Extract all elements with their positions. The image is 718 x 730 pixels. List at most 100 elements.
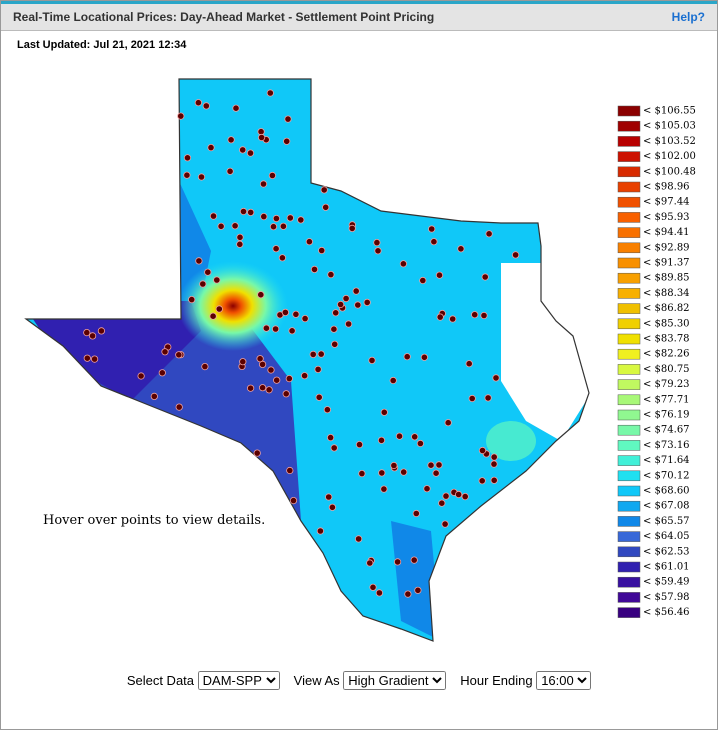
legend-swatch: [617, 257, 641, 269]
settlement-point: [416, 439, 424, 448]
settlement-point: [247, 384, 255, 392]
settlement-point: [195, 257, 203, 265]
settlement-point: [355, 440, 364, 449]
settlement-point: [478, 477, 486, 485]
settlement-point: [423, 485, 431, 493]
legend-label: < $98.96: [643, 182, 690, 193]
settlement-point: [432, 469, 440, 477]
legend-swatch: [617, 531, 641, 542]
settlement-point: [420, 353, 428, 361]
legend-swatch: [617, 288, 641, 299]
legend-label: < $77.71: [643, 394, 690, 405]
settlement-point: [271, 325, 280, 333]
legend-label: < $56.46: [643, 607, 690, 618]
settlement-point: [315, 393, 323, 401]
settlement-point: [395, 432, 404, 440]
legend-swatch: [617, 227, 641, 238]
settlement-point: [330, 325, 338, 333]
settlement-point: [344, 320, 353, 328]
settlement-point: [272, 214, 280, 223]
settlement-point: [281, 308, 289, 316]
settlement-point: [326, 433, 335, 442]
settlement-point: [91, 355, 99, 363]
legend-swatch: [617, 348, 641, 360]
settlement-point: [449, 315, 457, 323]
settlement-point: [435, 461, 443, 469]
control-select[interactable]: 16:00: [536, 671, 592, 690]
legend-swatch: [617, 440, 641, 451]
settlement-point: [490, 460, 498, 468]
settlement-point: [215, 305, 223, 313]
settlement-point: [366, 559, 374, 567]
settlement-point: [183, 171, 191, 179]
settlement-point: [273, 376, 281, 384]
settlement-point: [354, 535, 363, 543]
settlement-point: [247, 208, 255, 216]
legend-swatch: [617, 166, 641, 178]
legend-swatch: [617, 196, 641, 208]
settlement-point: [292, 310, 300, 318]
settlement-point: [318, 246, 326, 255]
settlement-point: [478, 446, 487, 455]
control-select[interactable]: DAM-SPP: [197, 671, 280, 690]
settlement-point: [183, 154, 192, 162]
settlement-point: [137, 372, 145, 380]
legend-swatch: [617, 561, 641, 573]
settlement-point: [368, 356, 376, 364]
settlement-point: [316, 527, 324, 535]
legend-label: < $100.48: [643, 166, 696, 177]
legend-swatch: [617, 318, 641, 330]
controls: Select Data DAM-SPP View As High Gradient…: [1, 671, 717, 690]
settlement-point: [403, 353, 411, 361]
settlement-point: [354, 301, 362, 309]
settlement-point: [374, 247, 382, 255]
settlement-point: [267, 366, 275, 374]
control-label: View As: [293, 673, 340, 688]
settlement-point: [325, 493, 333, 501]
settlement-point: [217, 222, 225, 230]
legend-swatch: [617, 181, 641, 193]
legend-label: < $80.75: [643, 364, 690, 375]
legend-swatch: [617, 470, 641, 482]
legend-swatch: [617, 592, 641, 603]
settlement-point: [332, 309, 340, 317]
legend-swatch: [617, 212, 641, 223]
legend-swatch: [617, 576, 641, 588]
settlement-point: [310, 265, 319, 273]
legend-label: < $91.37: [643, 258, 690, 269]
settlement-point: [201, 362, 209, 371]
legend-label: < $61.01: [643, 562, 690, 573]
settlement-point: [375, 589, 383, 597]
legend-swatch: [617, 151, 641, 162]
legend-label: < $73.16: [643, 440, 690, 451]
legend-swatch: [617, 516, 641, 527]
settlement-point: [213, 276, 221, 284]
legend-swatch: [617, 500, 641, 512]
settlement-point: [175, 403, 183, 411]
control-select[interactable]: High Gradient: [343, 671, 447, 690]
settlement-point: [258, 384, 267, 392]
settlement-point: [454, 490, 463, 499]
help-link[interactable]: Help?: [671, 10, 705, 24]
legend-swatch: [617, 424, 641, 436]
settlement-point: [380, 408, 388, 416]
settlement-point: [246, 149, 255, 157]
settlement-point: [177, 112, 185, 120]
settlement-point: [188, 295, 196, 304]
settlement-point: [89, 332, 97, 340]
settlement-point: [412, 509, 420, 518]
settlement-point: [373, 239, 381, 247]
settlement-point: [377, 436, 386, 444]
settlement-point: [492, 374, 500, 382]
settlement-point: [419, 276, 427, 285]
legend-label: < $71.64: [643, 455, 690, 466]
settlement-point: [207, 144, 215, 152]
settlement-point: [442, 492, 450, 500]
settlement-point: [236, 240, 244, 248]
settlement-point: [175, 351, 183, 359]
legend-label: < $74.67: [643, 425, 690, 436]
legend-label: < $106.55: [643, 106, 696, 117]
settlement-point: [369, 583, 377, 591]
legend-label: < $97.44: [643, 197, 690, 208]
